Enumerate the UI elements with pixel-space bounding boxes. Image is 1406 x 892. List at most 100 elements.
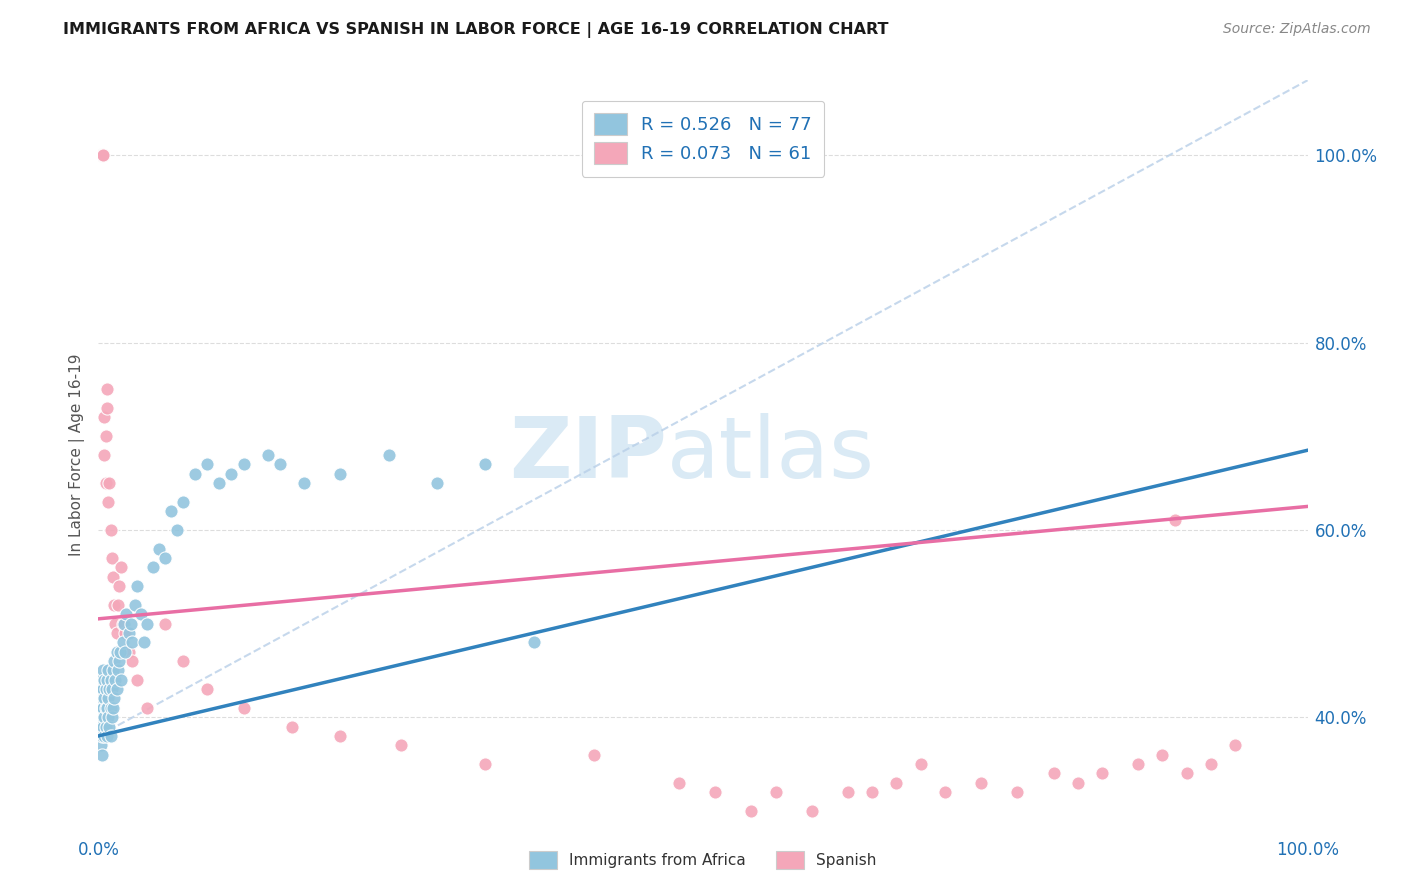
Point xyxy=(100,673,122,687)
Point xyxy=(91,747,114,762)
Text: Source: ZipAtlas.com: Source: ZipAtlas.com xyxy=(1223,22,1371,37)
Point xyxy=(101,701,124,715)
Point xyxy=(93,710,115,724)
Point xyxy=(111,635,134,649)
Point xyxy=(127,673,149,687)
Legend: Immigrants from Africa, Spanish: Immigrants from Africa, Spanish xyxy=(523,845,883,875)
Point xyxy=(148,541,170,556)
Point xyxy=(329,729,352,743)
Point xyxy=(89,148,111,162)
Text: ZIP: ZIP xyxy=(509,413,666,497)
Point xyxy=(195,682,218,697)
Point xyxy=(90,148,112,162)
Point xyxy=(93,410,115,425)
Point xyxy=(124,598,146,612)
Point xyxy=(104,673,127,687)
Point xyxy=(221,467,243,481)
Point xyxy=(91,682,114,697)
Point xyxy=(121,654,143,668)
Point xyxy=(121,635,143,649)
Point xyxy=(108,579,131,593)
Point xyxy=(91,664,114,678)
Point xyxy=(135,701,157,715)
Point xyxy=(1223,739,1246,753)
Point xyxy=(108,654,131,668)
Point xyxy=(97,494,120,508)
Point xyxy=(90,691,112,706)
Point xyxy=(94,701,117,715)
Point xyxy=(93,729,115,743)
Point xyxy=(474,457,496,471)
Point xyxy=(105,682,128,697)
Point xyxy=(886,776,908,790)
Point xyxy=(114,644,136,658)
Point xyxy=(104,616,127,631)
Point xyxy=(232,701,254,715)
Point xyxy=(89,701,111,715)
Point xyxy=(837,785,859,799)
Point xyxy=(740,804,762,818)
Point xyxy=(90,739,112,753)
Point xyxy=(96,383,118,397)
Point xyxy=(100,523,122,537)
Point xyxy=(377,448,399,462)
Point xyxy=(172,494,194,508)
Point xyxy=(142,560,165,574)
Point xyxy=(97,691,120,706)
Point xyxy=(1175,766,1198,780)
Point xyxy=(91,719,114,733)
Text: atlas: atlas xyxy=(666,413,875,497)
Point xyxy=(153,551,176,566)
Point xyxy=(860,785,883,799)
Point xyxy=(97,710,120,724)
Point xyxy=(105,644,128,658)
Point xyxy=(1067,776,1090,790)
Point xyxy=(269,457,291,471)
Point xyxy=(112,616,135,631)
Point xyxy=(127,579,149,593)
Point xyxy=(91,729,114,743)
Point xyxy=(91,148,114,162)
Point xyxy=(89,148,111,162)
Point xyxy=(90,673,112,687)
Point xyxy=(800,804,823,818)
Point xyxy=(101,664,124,678)
Point xyxy=(134,635,156,649)
Point xyxy=(135,616,157,631)
Y-axis label: In Labor Force | Age 16-19: In Labor Force | Age 16-19 xyxy=(69,353,84,557)
Point xyxy=(96,673,118,687)
Point xyxy=(94,476,117,491)
Point xyxy=(704,785,727,799)
Point xyxy=(111,616,134,631)
Point xyxy=(89,710,111,724)
Point xyxy=(100,551,122,566)
Point xyxy=(426,476,449,491)
Point xyxy=(129,607,152,622)
Point xyxy=(1091,766,1114,780)
Point xyxy=(91,148,114,162)
Point xyxy=(1042,766,1064,780)
Point xyxy=(110,560,132,574)
Point xyxy=(100,710,122,724)
Point xyxy=(108,644,131,658)
Point xyxy=(292,476,315,491)
Point xyxy=(105,626,128,640)
Point xyxy=(970,776,993,790)
Point xyxy=(1163,514,1185,528)
Point xyxy=(103,598,125,612)
Point xyxy=(153,616,176,631)
Point xyxy=(96,729,118,743)
Point xyxy=(118,626,141,640)
Point xyxy=(98,719,121,733)
Point xyxy=(110,673,132,687)
Point xyxy=(208,476,231,491)
Point xyxy=(91,682,114,697)
Point xyxy=(281,719,304,733)
Point xyxy=(934,785,956,799)
Point xyxy=(91,148,114,162)
Point xyxy=(93,691,115,706)
Point xyxy=(100,682,122,697)
Point xyxy=(256,448,278,462)
Point xyxy=(910,757,932,772)
Point xyxy=(160,504,183,518)
